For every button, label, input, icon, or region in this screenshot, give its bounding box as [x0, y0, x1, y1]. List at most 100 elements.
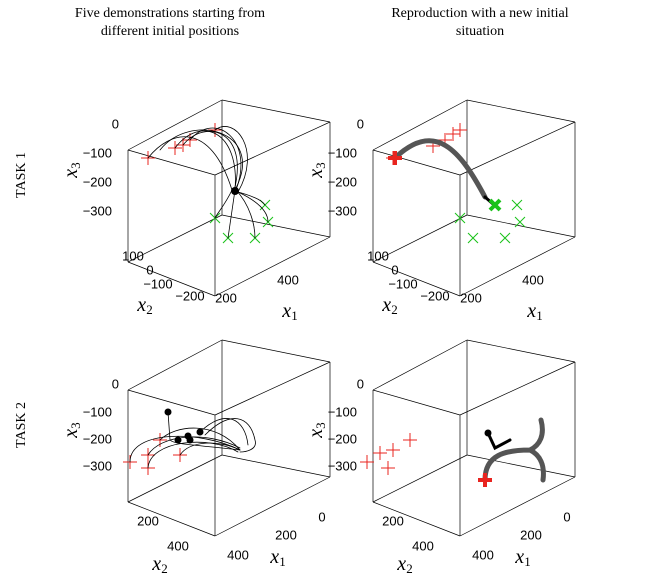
x1-tick-label: 400 — [277, 272, 299, 287]
panel — [127, 99, 331, 297]
z-tick-label: 0 — [357, 116, 364, 131]
cube-edge — [466, 214, 576, 238]
cube-edge — [127, 501, 216, 537]
trajectory — [147, 441, 239, 469]
point — [164, 408, 172, 416]
trajectory — [159, 129, 243, 189]
axis-index: 3 — [313, 162, 328, 169]
cube-edge — [372, 454, 468, 503]
cube-edge — [459, 476, 576, 537]
cube-edge — [127, 389, 216, 416]
marker-plus — [386, 443, 400, 457]
axis-index: 1 — [291, 308, 298, 323]
trajectory — [159, 427, 241, 451]
z-tick-label: −100 — [328, 145, 357, 160]
marker-plus — [478, 473, 492, 487]
trajectory — [174, 130, 236, 239]
z-tick-label: −200 — [83, 431, 112, 446]
marker-plus — [388, 151, 402, 165]
column-title: different initial positions — [101, 24, 239, 39]
row-label: TASK 1 — [14, 152, 29, 198]
axis-symbol: x — [136, 294, 146, 316]
z-tick-label: 0 — [112, 116, 119, 131]
marker-x — [467, 232, 479, 244]
cube-edge — [127, 339, 223, 391]
point — [231, 187, 239, 195]
x2-tick-label: −200 — [420, 288, 449, 303]
z-tick-label: −300 — [83, 458, 112, 473]
panel — [123, 339, 331, 537]
axis-symbol: x — [514, 546, 524, 568]
axis-label: x3 — [60, 422, 83, 438]
point — [174, 436, 182, 444]
x1-tick-label: 400 — [227, 547, 249, 562]
x2-tick-label: −100 — [143, 276, 172, 291]
cube-edge — [466, 99, 576, 123]
cube-edge — [127, 454, 223, 503]
marker-plus — [446, 127, 460, 141]
axis-label: x1 — [526, 300, 542, 323]
x2-tick-label: 0 — [391, 262, 398, 277]
axis-label: x2 — [396, 553, 412, 576]
marker-x — [454, 212, 466, 224]
axis-symbol: x — [60, 429, 82, 439]
axis-symbol: x — [281, 300, 291, 322]
trajectory — [129, 435, 241, 463]
axis-label: x3 — [305, 162, 328, 178]
trajectory — [392, 138, 488, 200]
trajectory — [199, 418, 249, 446]
trajectory — [204, 418, 256, 453]
axis-symbol: x — [60, 169, 82, 179]
axis-symbol: x — [396, 553, 406, 575]
axis-label: x2 — [136, 294, 152, 317]
trajectory — [214, 126, 269, 223]
panel — [372, 99, 576, 297]
x2-tick-label: 200 — [382, 513, 404, 528]
marker-plus — [360, 455, 374, 469]
axis-index: 2 — [406, 561, 413, 576]
trajectory — [189, 127, 256, 239]
marker-plus — [453, 123, 467, 137]
z-tick-label: −300 — [328, 458, 357, 473]
z-tick-label: −300 — [328, 203, 357, 218]
x2-tick-label: 0 — [146, 262, 153, 277]
axis-index: 2 — [161, 561, 168, 576]
point — [186, 436, 194, 444]
trajectory — [482, 417, 546, 483]
x1-tick-label: 0 — [563, 509, 570, 524]
marker-plus — [373, 446, 387, 460]
x1-tick-label: 200 — [215, 290, 237, 305]
axis-index: 3 — [68, 162, 83, 169]
cube-edge — [214, 361, 331, 416]
axis-label: x3 — [305, 422, 328, 438]
x1-tick-label: 0 — [318, 509, 325, 524]
z-tick-label: −300 — [83, 203, 112, 218]
x2-tick-label: −200 — [175, 288, 204, 303]
z-tick-label: −200 — [328, 431, 357, 446]
cube-edge — [459, 361, 576, 416]
marker-x — [499, 232, 511, 244]
x2-tick-label: 100 — [122, 248, 144, 263]
cube-edge — [372, 389, 461, 416]
point — [484, 429, 492, 437]
cube-edge — [221, 454, 331, 478]
x1-tick-label: 200 — [520, 527, 542, 542]
cube-edge — [372, 149, 461, 176]
row-label: TASK 2 — [14, 402, 29, 448]
axis-label: x2 — [151, 553, 167, 576]
x1-tick-label: 400 — [522, 272, 544, 287]
marker-x — [514, 216, 526, 228]
trajectory — [167, 411, 241, 451]
marker-x — [488, 198, 502, 212]
x1-tick-label: 200 — [275, 527, 297, 542]
axis-label: x3 — [60, 162, 83, 178]
cube-edge — [214, 476, 331, 537]
z-tick-label: 0 — [112, 376, 119, 391]
z-tick-label: −200 — [83, 174, 112, 189]
axis-index: 1 — [524, 554, 531, 569]
axis-index: 2 — [146, 302, 153, 317]
